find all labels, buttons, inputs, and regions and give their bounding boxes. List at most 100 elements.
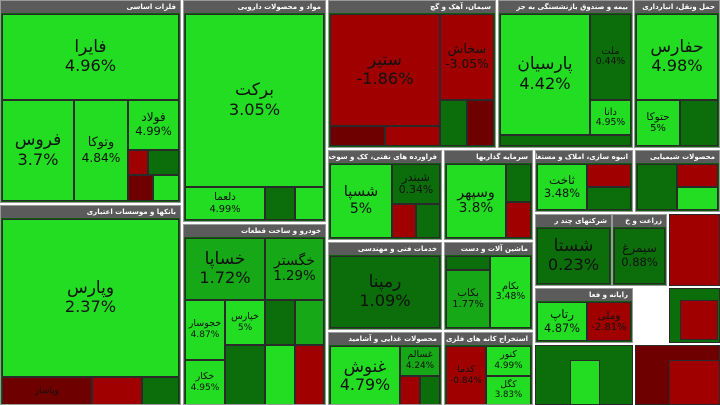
sector: مواد و محصولات دارویی برکت 3.05% دلعما 4.99% xyxy=(183,0,326,222)
stock-name: رمپنا xyxy=(368,271,402,292)
sector-header: شرکتهای چند ر xyxy=(536,215,611,227)
stock-change: 0.88% xyxy=(621,255,658,270)
sector: زراعت و خ سیمرغ 0.88% xyxy=(612,214,667,286)
stock-change: 4.98% xyxy=(651,56,703,76)
stock-tile: فروس 3.7% xyxy=(2,100,74,201)
sector: فلزات اساسی فایرا 4.96% فروس 3.7% وتوکا 4.84% ف… xyxy=(0,0,181,203)
sector: رایانه و فعا رتاپ 4.87% وملی -2.81% xyxy=(535,288,633,343)
stock-tile: خجوسار 4.87% xyxy=(185,300,225,360)
sector: محصولات شیمیایی xyxy=(635,150,720,212)
stock-change: 1.77% xyxy=(452,299,484,311)
stock-name: وسپهر xyxy=(457,184,495,201)
filler-tile xyxy=(506,164,531,202)
filler-tile xyxy=(420,376,440,404)
stock-tile: دلعما 4.99% xyxy=(185,187,265,220)
stock-name: سخاش xyxy=(447,41,487,57)
filler-tile xyxy=(500,135,631,146)
stock-tile: بکاب 1.77% xyxy=(446,270,490,328)
stock-name: خکار xyxy=(195,370,215,382)
stock-name: غسالم xyxy=(407,349,433,361)
stock-name: کگل xyxy=(500,380,517,391)
filler-tile xyxy=(265,187,295,220)
filler-tile xyxy=(467,100,494,146)
filler-tile xyxy=(295,187,324,220)
stock-name: فایرا xyxy=(74,36,107,57)
stock-name: شستا xyxy=(553,235,594,256)
stock-name: وتوکا xyxy=(87,135,115,151)
sector: سیمان، آهک و گچ ستیر -1.86% سخاش -3.05% xyxy=(328,0,496,148)
sector-header: فراورده های نفتی، کک و سوخت xyxy=(329,151,441,163)
stock-tile: غنوش 4.79% xyxy=(330,346,400,404)
stock-change: 1.72% xyxy=(199,268,251,288)
sector-header: بانکها و موسسات اعتباری xyxy=(1,206,180,218)
sector-header: خودرو و ساخت قطعات xyxy=(184,225,325,237)
stock-change: 4.42% xyxy=(519,73,571,93)
stock-name: رتاپ xyxy=(550,307,574,322)
stock-name: حفارس xyxy=(650,36,704,57)
stock-name: خساپا xyxy=(204,248,246,269)
stock-name: کنور xyxy=(500,349,517,361)
stock-tile: برکت 3.05% xyxy=(185,14,324,187)
stock-name: شسپا xyxy=(343,183,379,201)
filler-tile xyxy=(680,100,718,146)
stock-change: 3.48% xyxy=(544,187,580,201)
stock-tile: شستا 0.23% xyxy=(537,228,610,284)
stock-name: بکام xyxy=(501,281,520,293)
filler-tile xyxy=(677,164,718,187)
sector-header: ماشین آلات و دست xyxy=(445,243,532,255)
stock-tile: رتاپ 4.87% xyxy=(537,302,587,341)
sector-header: سیمان، آهک و گچ xyxy=(329,1,495,13)
sector: خودرو و ساخت قطعات خساپا 1.72% خگستر 1.29% خج… xyxy=(183,224,326,405)
sector-header: استخراج کانه های فلزی xyxy=(445,333,532,345)
stock-tile: وپاسار xyxy=(2,377,92,404)
filler-tile xyxy=(637,164,677,210)
stock-tile: غسالم 4.24% xyxy=(400,346,440,376)
filler-tile xyxy=(128,150,148,175)
stock-change: -3.05% xyxy=(445,57,489,72)
stock-change: 0.34% xyxy=(398,183,434,197)
stock-name: وملی xyxy=(597,309,621,322)
stock-name: پارسیان xyxy=(517,54,573,75)
sector-header: انبوه سازی، املاک و مستغلات xyxy=(536,151,632,163)
stock-tile: دانا 4.95% xyxy=(590,100,631,135)
sector: فراورده های نفتی، کک و سوخت شسپا 5% شبندر 0.… xyxy=(328,150,442,240)
stock-name: فولاد xyxy=(141,110,166,125)
sector-header: فلزات اساسی xyxy=(1,1,180,13)
stock-change: 3.48% xyxy=(495,291,526,303)
stock-tile: فولاد 4.99% xyxy=(128,100,179,150)
stock-name: حتوکا xyxy=(646,111,670,124)
sector: ماشین آلات و دست بکاب 1.77% بکام 3.48% xyxy=(444,242,533,330)
stock-change: 4.87% xyxy=(190,330,220,341)
stock-name: فروس xyxy=(14,130,62,151)
stock-change: 4.79% xyxy=(339,374,391,394)
sector: سرمایه گذاریها وسپهر 3.8% xyxy=(444,150,533,240)
stock-change: 4.99% xyxy=(209,203,241,215)
stock-tile: رمپنا 1.09% xyxy=(330,256,440,328)
stock-change: 0.44% xyxy=(595,56,626,68)
stock-name: ملت xyxy=(601,46,620,58)
sector-header: زراعت و خ xyxy=(613,215,666,227)
stock-tile: کگل 3.83% xyxy=(486,376,531,404)
filler-tile xyxy=(265,300,295,345)
stock-change: -1.86% xyxy=(356,69,414,89)
stock-change: 2.37% xyxy=(64,297,117,317)
sector: محصولات غذایی و آشامید غنوش 4.79% غسالم 4.24… xyxy=(328,332,442,405)
filler-tile xyxy=(400,376,420,404)
stock-name: غنوش xyxy=(343,356,387,376)
sector: استخراج کانه های فلزی کدما -0.84% کنور 4.99%… xyxy=(444,332,533,405)
filler-tile xyxy=(677,187,718,210)
stock-change: -0.84% xyxy=(450,375,482,386)
stock-tile: ملت 0.44% xyxy=(590,14,631,100)
stock-name: خپارس xyxy=(231,310,259,322)
stock-tile: حفارس 4.98% xyxy=(636,14,718,100)
stock-tile: وپارس 2.37% xyxy=(2,219,179,377)
stock-tile: حتوکا 5% xyxy=(636,100,680,146)
stock-tile: ستیر -1.86% xyxy=(330,14,440,126)
stock-name: بکاب xyxy=(457,287,479,300)
sector: بانکها و موسسات اعتباری وپارس 2.37% وپاسار xyxy=(0,205,181,405)
stock-change: 3.8% xyxy=(458,200,494,217)
sector-header: رایانه و فعا xyxy=(536,289,632,301)
stock-name: برکت xyxy=(235,80,274,101)
stock-name: ثاخت xyxy=(549,172,575,187)
